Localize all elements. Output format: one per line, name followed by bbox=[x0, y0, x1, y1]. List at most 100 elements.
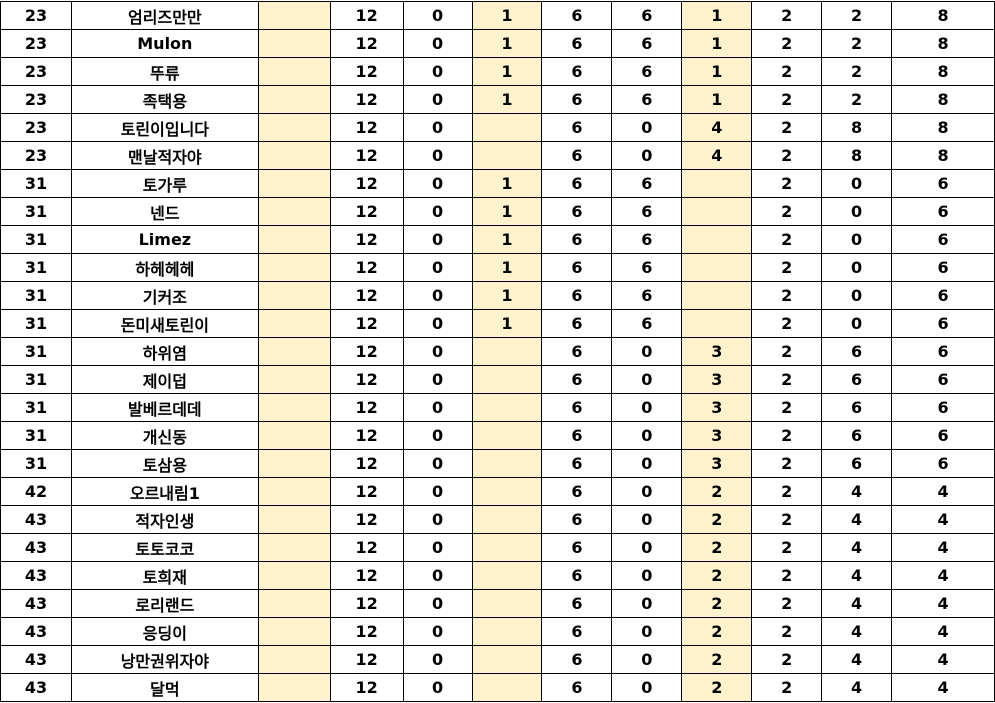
value-cell[interactable]: 12 bbox=[329, 169, 404, 198]
value-cell[interactable]: 6 bbox=[821, 421, 893, 450]
value-cell[interactable]: 6 bbox=[541, 533, 613, 562]
value-cell[interactable]: 0 bbox=[402, 673, 473, 702]
value-cell[interactable]: 12 bbox=[329, 197, 404, 226]
value-cell[interactable] bbox=[257, 533, 331, 562]
value-cell[interactable]: 0 bbox=[821, 281, 893, 310]
value-cell[interactable]: 1 bbox=[471, 253, 543, 282]
value-cell[interactable]: 12 bbox=[329, 589, 404, 618]
value-cell[interactable]: 1 bbox=[681, 85, 753, 114]
value-cell[interactable]: 12 bbox=[329, 225, 404, 254]
name-cell[interactable]: 토토코코 bbox=[70, 533, 259, 562]
value-cell[interactable]: 2 bbox=[751, 169, 823, 198]
rank-cell[interactable]: 31 bbox=[0, 309, 72, 338]
name-cell[interactable]: 엄리즈만만 bbox=[70, 1, 259, 30]
value-cell[interactable]: 2 bbox=[751, 561, 823, 590]
value-cell[interactable]: 0 bbox=[611, 589, 683, 618]
value-cell[interactable]: 0 bbox=[821, 253, 893, 282]
value-cell[interactable]: 6 bbox=[821, 365, 893, 394]
value-cell[interactable] bbox=[681, 253, 753, 282]
name-cell[interactable]: 토희재 bbox=[70, 561, 259, 590]
value-cell[interactable]: 6 bbox=[541, 309, 613, 338]
value-cell[interactable]: 6 bbox=[541, 449, 613, 478]
value-cell[interactable]: 4 bbox=[681, 141, 753, 170]
value-cell[interactable]: 4 bbox=[821, 477, 893, 506]
value-cell[interactable]: 1 bbox=[471, 225, 543, 254]
value-cell[interactable]: 2 bbox=[751, 225, 823, 254]
rank-cell[interactable]: 23 bbox=[0, 85, 72, 114]
value-cell[interactable]: 6 bbox=[611, 57, 683, 86]
value-cell[interactable] bbox=[257, 673, 331, 702]
value-cell[interactable]: 3 bbox=[681, 421, 753, 450]
value-cell[interactable]: 0 bbox=[611, 533, 683, 562]
value-cell[interactable] bbox=[681, 225, 753, 254]
value-cell[interactable]: 0 bbox=[402, 281, 473, 310]
value-cell[interactable] bbox=[257, 617, 331, 646]
value-cell[interactable]: 6 bbox=[821, 449, 893, 478]
value-cell[interactable]: 6 bbox=[891, 225, 995, 254]
value-cell[interactable] bbox=[257, 365, 331, 394]
value-cell[interactable]: 12 bbox=[329, 505, 404, 534]
value-cell[interactable]: 12 bbox=[329, 561, 404, 590]
value-cell[interactable]: 6 bbox=[821, 337, 893, 366]
value-cell[interactable]: 2 bbox=[751, 645, 823, 674]
value-cell[interactable]: 6 bbox=[541, 673, 613, 702]
value-cell[interactable]: 12 bbox=[329, 253, 404, 282]
value-cell[interactable] bbox=[471, 477, 543, 506]
value-cell[interactable]: 2 bbox=[681, 617, 753, 646]
value-cell[interactable]: 0 bbox=[402, 393, 473, 422]
value-cell[interactable]: 2 bbox=[751, 589, 823, 618]
value-cell[interactable] bbox=[471, 561, 543, 590]
value-cell[interactable]: 8 bbox=[891, 141, 995, 170]
value-cell[interactable] bbox=[471, 673, 543, 702]
value-cell[interactable]: 2 bbox=[681, 477, 753, 506]
value-cell[interactable]: 8 bbox=[821, 113, 893, 142]
value-cell[interactable]: 2 bbox=[751, 309, 823, 338]
value-cell[interactable]: 6 bbox=[891, 309, 995, 338]
value-cell[interactable]: 2 bbox=[681, 589, 753, 618]
value-cell[interactable]: 12 bbox=[329, 85, 404, 114]
value-cell[interactable]: 6 bbox=[891, 281, 995, 310]
value-cell[interactable]: 0 bbox=[402, 29, 473, 58]
value-cell[interactable]: 4 bbox=[891, 561, 995, 590]
value-cell[interactable]: 2 bbox=[751, 337, 823, 366]
name-cell[interactable]: 발베르데데 bbox=[70, 393, 259, 422]
value-cell[interactable]: 12 bbox=[329, 421, 404, 450]
value-cell[interactable]: 2 bbox=[681, 561, 753, 590]
value-cell[interactable]: 3 bbox=[681, 337, 753, 366]
value-cell[interactable]: 0 bbox=[402, 533, 473, 562]
value-cell[interactable]: 2 bbox=[751, 29, 823, 58]
value-cell[interactable]: 0 bbox=[402, 57, 473, 86]
value-cell[interactable]: 12 bbox=[329, 533, 404, 562]
rank-cell[interactable]: 31 bbox=[0, 337, 72, 366]
rank-cell[interactable]: 43 bbox=[0, 589, 72, 618]
value-cell[interactable]: 0 bbox=[611, 673, 683, 702]
value-cell[interactable]: 2 bbox=[821, 1, 893, 30]
name-cell[interactable]: 넨드 bbox=[70, 197, 259, 226]
value-cell[interactable] bbox=[257, 141, 331, 170]
value-cell[interactable]: 6 bbox=[541, 141, 613, 170]
value-cell[interactable] bbox=[257, 477, 331, 506]
name-cell[interactable]: 제이덥 bbox=[70, 365, 259, 394]
value-cell[interactable]: 6 bbox=[891, 393, 995, 422]
name-cell[interactable]: 돈미새토린이 bbox=[70, 309, 259, 338]
value-cell[interactable]: 2 bbox=[681, 505, 753, 534]
value-cell[interactable] bbox=[471, 533, 543, 562]
value-cell[interactable]: 0 bbox=[402, 645, 473, 674]
name-cell[interactable]: 토삼용 bbox=[70, 449, 259, 478]
value-cell[interactable]: 6 bbox=[611, 85, 683, 114]
value-cell[interactable]: 12 bbox=[329, 1, 404, 30]
value-cell[interactable]: 0 bbox=[611, 505, 683, 534]
value-cell[interactable]: 8 bbox=[891, 85, 995, 114]
value-cell[interactable]: 6 bbox=[541, 505, 613, 534]
value-cell[interactable]: 0 bbox=[402, 505, 473, 534]
value-cell[interactable]: 6 bbox=[611, 225, 683, 254]
value-cell[interactable]: 3 bbox=[681, 449, 753, 478]
value-cell[interactable]: 0 bbox=[821, 169, 893, 198]
value-cell[interactable]: 2 bbox=[821, 57, 893, 86]
value-cell[interactable] bbox=[257, 561, 331, 590]
value-cell[interactable]: 3 bbox=[681, 393, 753, 422]
value-cell[interactable]: 4 bbox=[821, 673, 893, 702]
value-cell[interactable]: 12 bbox=[329, 281, 404, 310]
value-cell[interactable]: 0 bbox=[821, 309, 893, 338]
value-cell[interactable]: 4 bbox=[821, 645, 893, 674]
